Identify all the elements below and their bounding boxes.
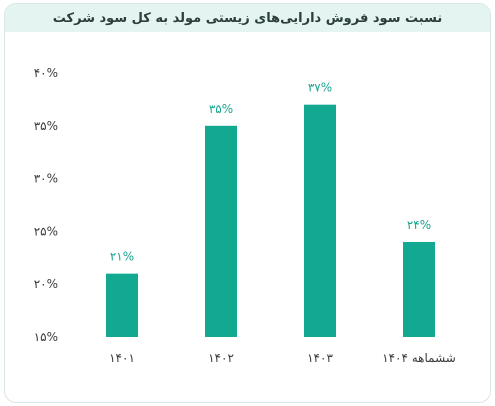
x-tick-label: ۱۴۰۲ <box>208 351 234 365</box>
y-tick-label: ۳۰% <box>34 172 58 186</box>
y-tick-label: ۲۰% <box>34 277 58 291</box>
bar <box>403 241 435 337</box>
bar-value-label: ۳۵% <box>209 102 233 116</box>
chart-title: نسبت سود فروش دارایی‌های زیستی مولد به ک… <box>52 10 443 26</box>
bar <box>205 125 237 337</box>
y-tick-label: ۴۰% <box>34 66 58 80</box>
x-tick-label: ششماهه ۱۴۰۴ <box>382 351 456 365</box>
y-tick-label: ۱۵% <box>34 330 58 344</box>
chart-title-bar: نسبت سود فروش دارایی‌های زیستی مولد به ک… <box>5 4 490 32</box>
bar <box>106 273 138 337</box>
y-tick-label: ۳۵% <box>34 119 58 133</box>
y-tick-label: ۲۵% <box>34 224 58 238</box>
x-tick-label: ۱۴۰۳ <box>307 351 333 365</box>
chart-card: نسبت سود فروش دارایی‌های زیستی مولد به ک… <box>4 3 491 403</box>
bar-value-label: ۲۱% <box>110 250 134 264</box>
bar-value-label: ۳۷% <box>308 81 332 95</box>
bar-value-label: ۲۴% <box>407 218 431 232</box>
x-tick-label: ۱۴۰۱ <box>109 351 135 365</box>
bar <box>304 104 336 338</box>
